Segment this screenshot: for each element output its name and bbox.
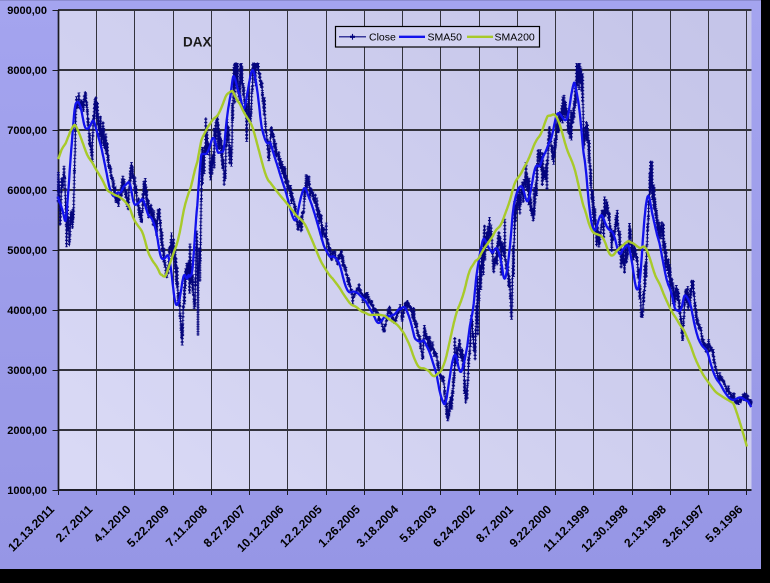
svg-text:3000,00: 3000,00: [7, 365, 47, 377]
svg-text:7000,00: 7000,00: [7, 125, 47, 137]
svg-text:2000,00: 2000,00: [7, 425, 47, 437]
svg-text:SMA50: SMA50: [428, 32, 463, 44]
svg-text:Close: Close: [369, 32, 396, 44]
svg-text:5000,00: 5000,00: [7, 245, 47, 257]
svg-text:8000,00: 8000,00: [7, 65, 47, 77]
svg-text:1000,00: 1000,00: [7, 485, 47, 497]
svg-text:6000,00: 6000,00: [7, 185, 47, 197]
svg-text:SMA200: SMA200: [495, 32, 535, 44]
svg-text:DAX: DAX: [183, 35, 212, 50]
svg-text:4000,00: 4000,00: [7, 305, 47, 317]
svg-text:9000,00: 9000,00: [7, 5, 47, 17]
